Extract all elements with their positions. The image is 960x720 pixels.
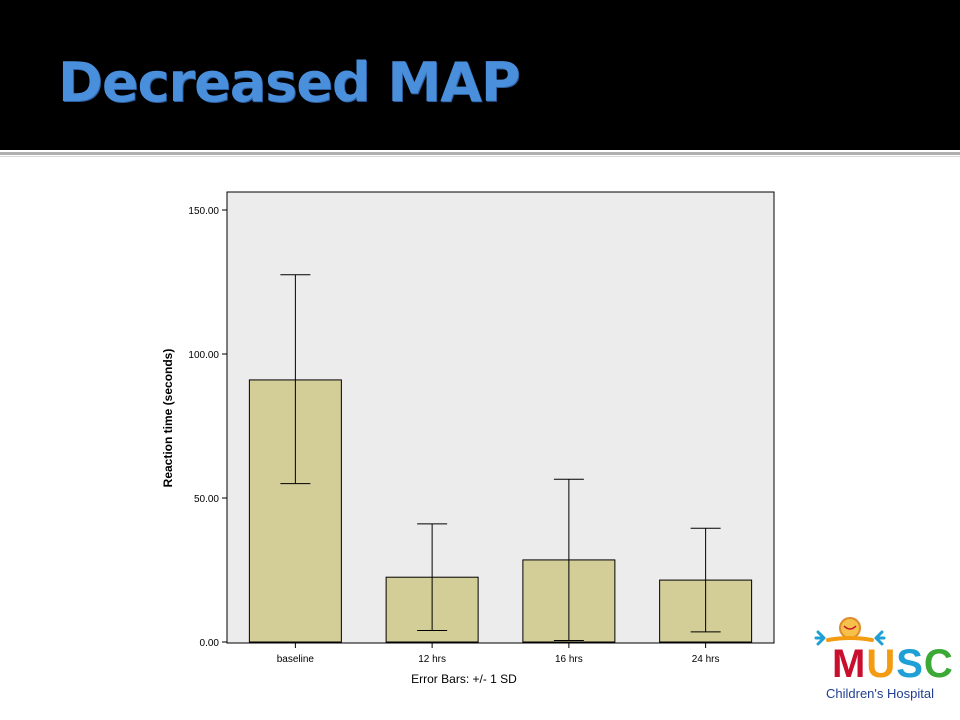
logo-letter: S	[896, 642, 924, 686]
error-bars-note: Error Bars: +/- 1 SD	[411, 672, 517, 686]
logo-letter: C	[923, 642, 954, 686]
y-tick-label: 150.00	[188, 206, 219, 217]
x-tick-label: 24 hrs	[692, 654, 720, 665]
title-divider-thin	[0, 156, 960, 157]
x-tick-label: 12 hrs	[418, 654, 446, 665]
y-axis-label: Reaction time (seconds)	[161, 349, 175, 488]
title-bar	[0, 0, 960, 150]
title-divider	[0, 152, 960, 155]
musc-logo: MUSC Children's Hospital	[810, 608, 953, 708]
child-figure-icon	[814, 617, 886, 646]
y-tick-label: 0.00	[200, 638, 220, 649]
logo-wordmark: MUSC	[832, 644, 954, 684]
logo-letter: U	[866, 642, 897, 686]
y-tick-label: 100.00	[188, 350, 219, 361]
slide-title: Decreased MAP	[58, 51, 520, 114]
logo-subtitle: Children's Hospital	[826, 686, 934, 701]
logo-letter: M	[832, 642, 867, 686]
y-tick-label: 50.00	[194, 494, 219, 505]
x-tick-label: baseline	[277, 654, 315, 665]
x-tick-label: 16 hrs	[555, 654, 583, 665]
plot-area: 0.00 50.00 100.00 150.00 baseline 12 hrs 16 hr…	[188, 191, 775, 665]
